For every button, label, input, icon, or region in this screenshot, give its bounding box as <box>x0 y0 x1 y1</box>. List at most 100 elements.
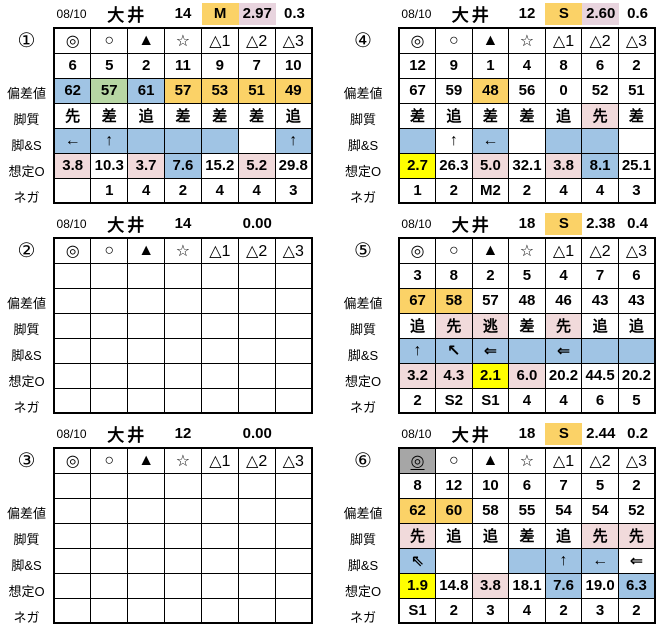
label-spacer <box>0 263 53 289</box>
race-header: 08/10 大井 14 0.00 <box>53 210 313 237</box>
header-spacer <box>328 0 398 27</box>
cell-horse-number: 10 <box>274 52 313 79</box>
cell-nega <box>200 597 239 624</box>
cell-nega: 3 <box>617 177 656 204</box>
cell-ashi-s <box>581 127 619 154</box>
header-spacer <box>328 210 398 237</box>
cell-horse-number: 2 <box>471 262 510 289</box>
cell-hensachi: 57 <box>471 287 510 314</box>
table-row-soutei-o <box>53 572 313 599</box>
cell-kyakushitsu <box>200 522 239 549</box>
table-row-horse-number <box>53 262 313 289</box>
cell-soutei-o: 1.9 <box>398 572 437 599</box>
table-row-ashi-s: ⇖ ↑ ← ⇐ <box>398 547 656 574</box>
cell-ashi-s <box>237 547 276 574</box>
cell-horse-number: 7 <box>581 262 619 289</box>
cell-soutei-o: 2.1 <box>471 362 510 389</box>
cell-mark: ▲ <box>471 237 510 264</box>
cell-mark: ☆ <box>508 27 546 54</box>
cell-kyakushitsu: 差 <box>508 102 546 129</box>
table-row-soutei-o: 1.9 14.8 3.8 18.1 7.6 19.0 6.3 <box>398 572 656 599</box>
table-row-hensachi <box>53 287 313 314</box>
table-row-horse-number <box>53 472 313 499</box>
header-spacer <box>328 420 398 447</box>
cell-kyakushitsu: 差 <box>237 102 276 129</box>
cell-kyakushitsu <box>274 522 313 549</box>
block-number: ③ <box>17 449 36 472</box>
row-label: ネガ <box>349 189 376 205</box>
cell-mark: ☆ <box>508 447 546 474</box>
cell-hensachi <box>53 497 92 524</box>
table-row-hensachi: 67 58 57 48 46 43 43 <box>398 287 656 314</box>
cell-horse-number: 3 <box>398 262 437 289</box>
cell-mark: △2 <box>237 27 276 54</box>
cell-mark: △1 <box>544 27 583 54</box>
race-gap: 0.4 <box>627 214 648 232</box>
cell-hensachi: 58 <box>435 287 473 314</box>
cell-kyakushitsu: 先 <box>581 102 619 129</box>
row-labels: ⑥ 偏差値 脚質 脚&S 想定O ネガ <box>328 420 398 629</box>
cell-mark: △3 <box>617 447 656 474</box>
row-label: 偏差値 <box>343 505 383 521</box>
row-label: 想定O <box>344 163 382 179</box>
row-label: 想定O <box>344 583 382 599</box>
cell-kyakushitsu <box>164 522 202 549</box>
race-date: 08/10 <box>401 6 432 21</box>
cell-horse-number: 5 <box>90 52 129 79</box>
table-row-hensachi: 62 60 58 55 54 54 52 <box>398 497 656 524</box>
table-row-horse-number: 6 5 2 11 9 7 10 <box>53 52 313 79</box>
table-row-soutei-o: 2.7 26.3 5.0 32.1 3.8 8.1 25.1 <box>398 152 656 179</box>
cell-hensachi: 48 <box>471 77 510 104</box>
table-row-soutei-o: 3.8 10.3 3.7 7.6 15.2 5.2 29.8 <box>53 152 313 179</box>
table-row-mark: ◎ ○ ▲ ☆ △1 △2 △3 <box>398 27 656 54</box>
cell-horse-number: 8 <box>435 262 473 289</box>
label-spacer <box>0 473 53 499</box>
row-label: ネガ <box>349 609 376 625</box>
cell-soutei-o: 25.1 <box>617 152 656 179</box>
cell-nega: 1 <box>90 177 129 204</box>
cell-soutei-o: 26.3 <box>435 152 473 179</box>
cell-hensachi: 48 <box>508 287 546 314</box>
cell-hensachi <box>274 287 313 314</box>
race-block: ① 偏差値 脚質 脚&S 想定O ネガ 08/10 大井 14 M 2.97 0.3 ◎ ○ ▲ ☆ △1 △2 △… <box>0 0 328 210</box>
cell-soutei-o <box>127 362 166 389</box>
cell-ashi-s: ⇐ <box>471 337 510 364</box>
cell-hensachi: 62 <box>53 77 92 104</box>
cell-ashi-s <box>90 337 129 364</box>
cell-hensachi <box>90 287 129 314</box>
race-class: S <box>545 2 583 25</box>
cell-ashi-s <box>53 547 92 574</box>
cell-horse-number <box>53 262 92 289</box>
row-label: 脚質 <box>349 321 376 337</box>
table-row-hensachi: 62 57 61 57 53 51 49 <box>53 77 313 104</box>
cell-kyakushitsu: 追 <box>274 102 313 129</box>
cell-hensachi: 52 <box>581 77 619 104</box>
table-row-nega <box>53 597 313 624</box>
cell-hensachi: 53 <box>200 77 239 104</box>
cell-ashi-s <box>127 337 166 364</box>
cell-hensachi: 60 <box>435 497 473 524</box>
cell-ashi-s <box>508 337 546 364</box>
cell-hensachi <box>90 497 129 524</box>
cell-horse-number: 11 <box>164 52 202 79</box>
cell-mark: △2 <box>237 237 276 264</box>
row-labels: ① 偏差値 脚質 脚&S 想定O ネガ <box>0 0 53 210</box>
cell-soutei-o: 5.2 <box>237 152 276 179</box>
cell-nega <box>53 387 92 414</box>
cell-nega: 2 <box>398 387 437 414</box>
cell-nega <box>200 387 239 414</box>
cell-soutei-o: 3.2 <box>398 362 437 389</box>
cell-kyakushitsu <box>53 312 92 339</box>
race-odds: 2.38 <box>586 214 616 232</box>
cell-mark: ○ <box>435 27 473 54</box>
cell-nega: 5 <box>617 387 656 414</box>
row-label: 脚&S <box>11 137 42 153</box>
cell-hensachi: 49 <box>274 77 313 104</box>
cell-mark: ○ <box>90 237 129 264</box>
cell-mark: △3 <box>617 237 656 264</box>
cell-kyakushitsu: 差 <box>398 102 437 129</box>
cell-nega <box>53 597 92 624</box>
race-number: 14 <box>174 214 192 232</box>
table-row-kyakushitsu <box>53 312 313 339</box>
